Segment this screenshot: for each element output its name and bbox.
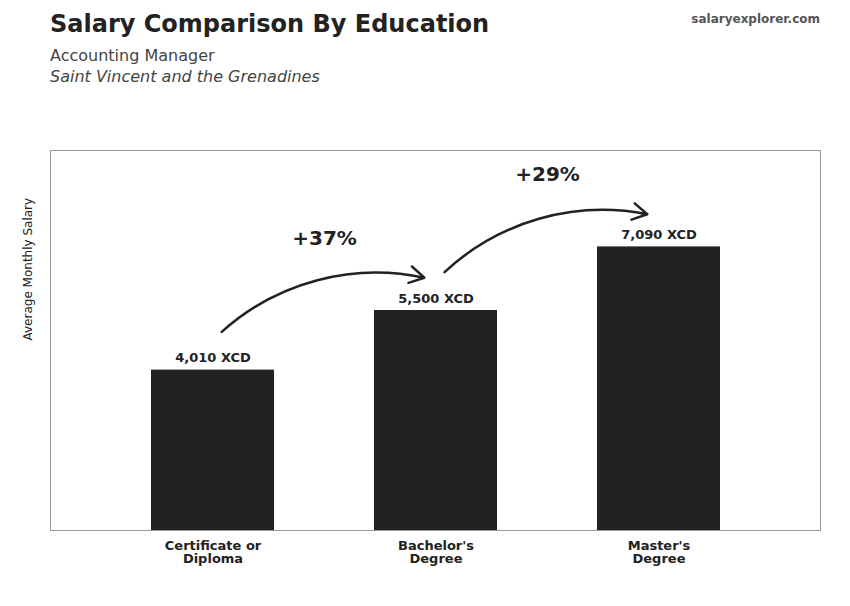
- svg-text:4,010 XCD: 4,010 XCD: [175, 350, 251, 365]
- svg-text:Master'sDegree: Master'sDegree: [628, 538, 691, 566]
- svg-text:+37%: +37%: [292, 226, 357, 250]
- html-text:salaryexplorer.com: salaryexplorer.com: [691, 12, 820, 26]
- html-text:Saint Vincent and the Grenadin: Saint Vincent and the Grenadines: [50, 67, 320, 86]
- svg-text:5,500 XCD: 5,500 XCD: [398, 291, 474, 306]
- html-text:Salary Comparison By Education: Salary Comparison By Education: [50, 10, 490, 38]
- svg-text:Average Monthly Salary: Average Monthly Salary: [21, 198, 35, 341]
- svg-text:+29%: +29%: [515, 162, 580, 186]
- svg-text:Bachelor'sDegree: Bachelor'sDegree: [398, 538, 474, 566]
- html-text:Accounting Manager: Accounting Manager: [50, 46, 215, 65]
- svg-text:7,090 XCD: 7,090 XCD: [621, 227, 697, 242]
- svg-text:Certificate orDiploma: Certificate orDiploma: [165, 538, 262, 566]
